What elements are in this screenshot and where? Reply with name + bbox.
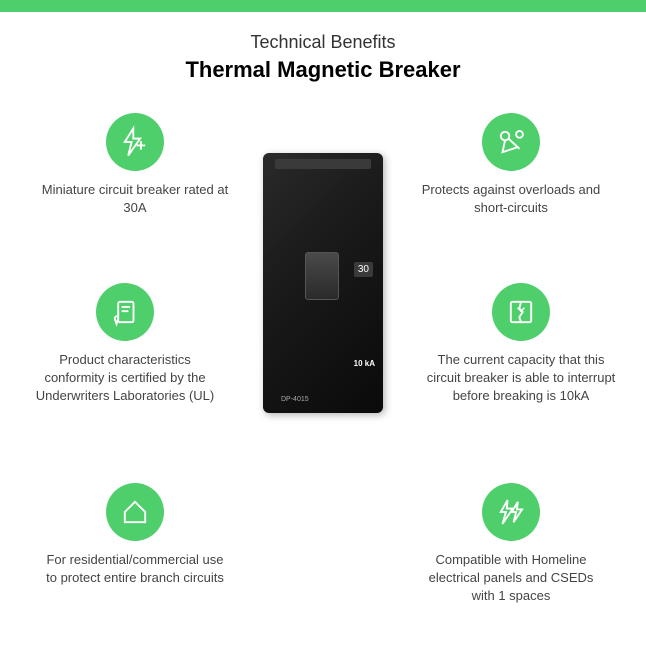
benefit-top-right: Protects against overloads and short-cir… — [416, 113, 606, 217]
breaker-body: 30 10 kA DP-4015 — [263, 153, 383, 413]
breaker-top-rail — [275, 159, 371, 169]
benefit-text: For residential/commercial use to protec… — [40, 551, 230, 587]
capacity-break-icon — [492, 283, 550, 341]
benefit-bottom-left: For residential/commercial use to protec… — [40, 483, 230, 587]
breaker-model-label: DP-4015 — [281, 396, 309, 403]
benefit-text: Protects against overloads and short-cir… — [416, 181, 606, 217]
benefit-top-left: Miniature circuit breaker rated at 30A — [40, 113, 230, 217]
double-lightning-icon — [482, 483, 540, 541]
protection-scissors-icon — [482, 113, 540, 171]
top-accent-bar — [0, 0, 646, 12]
lightning-tool-icon — [106, 113, 164, 171]
content-area: 30 10 kA DP-4015 Miniature circuit break… — [0, 113, 646, 633]
benefit-text: The current capacity that this circuit b… — [426, 351, 616, 406]
benefit-mid-right: The current capacity that this circuit b… — [426, 283, 616, 406]
house-icon — [106, 483, 164, 541]
benefit-text: Miniature circuit breaker rated at 30A — [40, 181, 230, 217]
benefit-text: Product characteristics conformity is ce… — [30, 351, 220, 406]
benefit-mid-left: Product characteristics conformity is ce… — [30, 283, 220, 406]
certification-clipboard-icon — [96, 283, 154, 341]
benefit-text: Compatible with Homeline electrical pane… — [416, 551, 606, 606]
benefit-bottom-right: Compatible with Homeline electrical pane… — [416, 483, 606, 606]
breaker-rating-label: 10 kA — [354, 359, 375, 368]
breaker-switch — [305, 252, 339, 300]
page-title: Thermal Magnetic Breaker — [0, 57, 646, 83]
product-image: 30 10 kA DP-4015 — [263, 153, 383, 413]
subtitle: Technical Benefits — [0, 32, 646, 53]
breaker-amp-label: 30 — [354, 262, 373, 277]
header: Technical Benefits Thermal Magnetic Brea… — [0, 12, 646, 113]
